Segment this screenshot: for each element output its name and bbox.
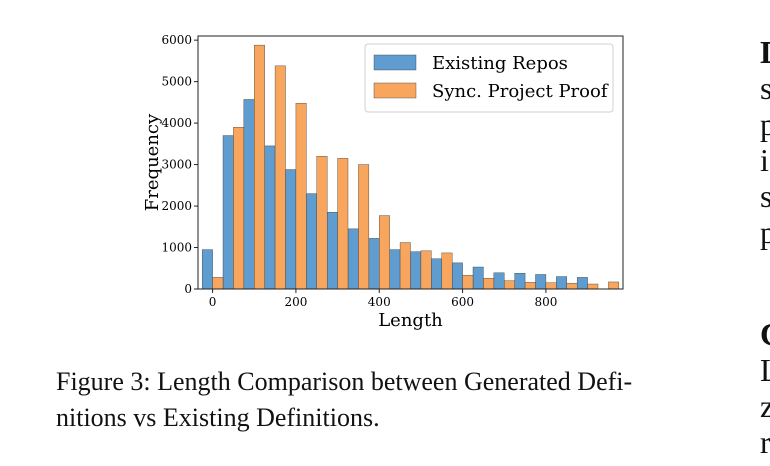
x-tick-label: 0 [209,295,217,309]
bar-sync-project-proof [462,275,474,290]
bar-existing-repos [451,262,463,290]
adjacent-text-fragment: i [760,142,769,178]
adjacent-text-fragment: s [760,178,770,214]
adjacent-text-fragment: p [760,214,770,250]
bar-existing-repos [556,276,567,290]
bar-existing-repos [285,169,297,290]
bar-existing-repos [326,212,338,290]
x-tick-label: 800 [534,295,557,309]
adjacent-text-fragment: L [760,352,770,388]
x-axis-ticks: 0 200 400 600 800 [209,289,557,309]
bar-existing-repos [431,258,442,290]
bar-sync-project-proof [254,44,265,290]
bar-existing-repos [389,249,401,290]
bar-existing-repos [368,238,380,290]
legend-label: Sync. Project Proof [432,81,609,102]
y-tick-label: 6000 [161,33,192,47]
bar-existing-repos [535,274,547,290]
adjacent-text-fragment: p [760,106,770,142]
adjacent-text-fragment: z [760,388,770,424]
bars [201,44,620,290]
bar-sync-project-proof [295,102,307,290]
bar-existing-repos [410,251,422,290]
legend-swatch [373,82,417,99]
x-tick-label: 600 [451,295,474,309]
plot-frame [197,35,624,290]
bar-sync-project-proof [358,164,370,290]
y-tick-label: 5000 [161,75,192,89]
y-tick-label: 1000 [161,241,192,255]
bar-sync-project-proof [420,250,432,290]
bar-sync-project-proof [441,252,453,290]
adjacent-text-fragment: C [760,316,770,352]
x-tick-label: 200 [284,295,307,309]
y-tick-label: 3000 [161,158,192,172]
bar-existing-repos [264,145,276,290]
y-tick-label: 4000 [161,116,192,130]
y-axis-ticks: 0 1000 2000 3000 4000 5000 6000 [161,33,198,296]
bar-sync-project-proof [587,283,599,290]
legend-label: Existing Repos [432,53,568,74]
bar-sync-project-proof [212,277,224,290]
x-axis-label: Length [378,310,443,331]
legend-swatch [373,54,417,71]
figure-caption: Figure 3: Length Comparison between Gene… [56,364,726,436]
caption-line-1: Figure 3: Length Comparison between Gene… [56,367,633,396]
legend-box [364,43,614,113]
adjacent-text-fragment: r [760,424,770,460]
bar-existing-repos [472,266,484,290]
bar-existing-repos [576,277,588,290]
bar-existing-repos [514,273,526,290]
bar-sync-project-proof [524,282,536,290]
bar-existing-repos [347,228,359,290]
legend: Existing Repos Sync. Project Proof [364,43,614,113]
bar-sync-project-proof [316,156,328,290]
bar-existing-repos [306,193,317,290]
bar-existing-repos [493,272,505,290]
bar-sync-project-proof [504,280,515,290]
bar-existing-repos [222,135,234,290]
y-tick-label: 0 [184,282,192,296]
y-axis-label: Frequency [142,113,163,211]
bar-existing-repos [201,249,213,290]
adjacent-text-fragment: s [760,70,770,106]
bar-existing-repos [243,99,255,290]
x-tick-label: 400 [368,295,391,309]
adjacent-text-fragment: D [760,34,770,70]
bar-sync-project-proof [233,127,245,290]
caption-line-2: nitions vs Existing Definitions. [56,403,380,432]
bar-sync-project-proof [379,215,390,290]
bar-sync-project-proof [337,158,349,290]
bar-sync-project-proof [608,281,620,290]
bar-sync-project-proof [483,278,495,290]
bar-sync-project-proof [566,282,578,290]
length-histogram: 0 200 400 600 800 0100020003000400050006000 … [142,33,624,331]
bar-sync-project-proof [545,282,557,290]
bar-sync-project-proof [274,65,286,290]
bar-sync-project-proof [399,242,411,290]
y-tick-label: 2000 [161,199,192,213]
